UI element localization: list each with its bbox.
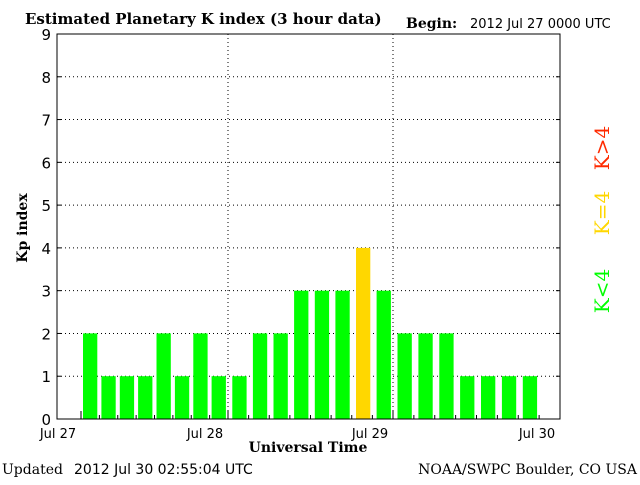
plot-area xyxy=(56,33,561,420)
y-tick-label: 1 xyxy=(41,368,51,386)
legend-below-threshold: K<4 xyxy=(590,269,614,313)
y-tick-label: 3 xyxy=(41,283,51,301)
kp-bar xyxy=(418,333,433,419)
grid-lines xyxy=(57,34,560,419)
kp-bar xyxy=(138,376,153,419)
kp-bar xyxy=(481,376,496,419)
x-axis-label: Universal Time xyxy=(249,440,368,456)
kp-bar xyxy=(439,333,454,419)
y-ticks: 0 1 2 3 4 5 6 7 8 9 xyxy=(41,26,560,429)
x-ticks: Jul 27 Jul 28 Jul 29 Jul 30 xyxy=(39,411,561,442)
begin-value: 2012 Jul 27 0000 UTC xyxy=(470,17,611,32)
kp-bar xyxy=(273,333,288,419)
kp-bar xyxy=(83,333,98,419)
x-tick-label: Jul 29 xyxy=(351,427,388,442)
source-credit: NOAA/SWPC Boulder, CO USA xyxy=(418,462,638,478)
kp-bar xyxy=(501,376,517,419)
chart-title: Estimated Planetary K index (3 hour data… xyxy=(25,10,382,28)
y-tick-label: 8 xyxy=(41,69,51,87)
kp-bar xyxy=(376,290,391,419)
x-tick-label: Jul 28 xyxy=(186,427,223,442)
kp-bar xyxy=(460,376,475,419)
bars-group xyxy=(83,247,538,419)
legend-above-threshold: K>4 xyxy=(590,126,614,170)
kp-bar xyxy=(397,333,412,419)
kp-bar xyxy=(193,333,208,419)
kp-bar xyxy=(119,376,135,419)
kp-bar xyxy=(211,376,226,419)
kp-bar xyxy=(101,376,116,419)
y-axis-label: Kp index xyxy=(15,193,31,263)
legend-at-threshold: K=4 xyxy=(590,191,614,235)
kp-bar xyxy=(252,333,268,419)
y-tick-label: 4 xyxy=(41,240,51,258)
kp-bar xyxy=(232,376,247,419)
x-tick-label: Jul 30 xyxy=(518,427,555,442)
updated-value: 2012 Jul 30 02:55:04 UTC xyxy=(74,462,253,478)
x-tick-label: Jul 27 xyxy=(39,427,76,442)
kp-bar xyxy=(356,247,371,419)
begin-label: Begin: xyxy=(406,16,457,32)
kp-bar xyxy=(522,376,538,419)
y-tick-label: 6 xyxy=(41,154,51,172)
kp-bar xyxy=(156,333,171,419)
kp-bar xyxy=(335,290,350,419)
y-tick-label: 2 xyxy=(41,325,51,343)
y-tick-label: 9 xyxy=(41,26,51,44)
y-tick-label: 0 xyxy=(41,411,51,429)
kp-bar xyxy=(174,376,190,419)
kp-bar xyxy=(314,290,330,419)
updated-label: Updated xyxy=(2,462,63,478)
kp-bar xyxy=(294,290,309,419)
y-tick-label: 7 xyxy=(41,112,51,130)
y-tick-label: 5 xyxy=(41,197,51,215)
